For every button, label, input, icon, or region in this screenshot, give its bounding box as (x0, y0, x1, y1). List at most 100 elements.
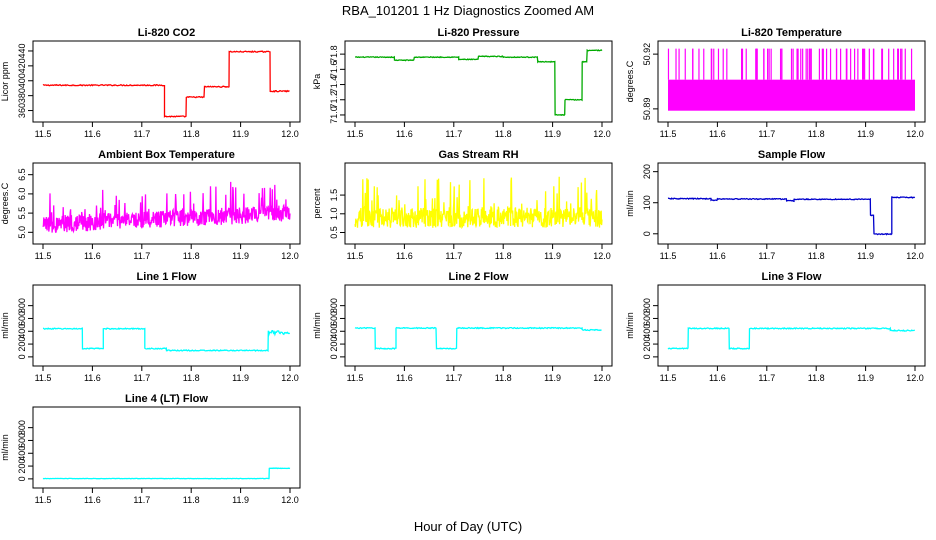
y-tick-label: 600 (329, 311, 339, 326)
y-tick-label: 200 (329, 337, 339, 352)
x-tick-label: 11.6 (84, 129, 101, 139)
y-tick-label: 6.0 (17, 188, 27, 201)
x-tick-label: 11.6 (396, 373, 413, 383)
x-tick-label: 12.0 (281, 495, 299, 505)
series-line (42, 467, 291, 480)
x-tick-label: 11.8 (183, 495, 200, 505)
x-tick-label: 11.7 (445, 373, 462, 383)
y-axis-label: ml/min (625, 190, 635, 217)
y-tick-label: 71.2 (329, 91, 339, 109)
y-tick-label: 1.5 (329, 189, 339, 202)
x-tick-label: 11.9 (232, 129, 249, 139)
y-tick-label: 50.92 (642, 43, 652, 66)
panel-4: Ambient Box Temperature degrees.C 11.5 11.6… (0, 149, 301, 261)
x-tick-label: 11.7 (445, 129, 462, 139)
y-tick-label: 200 (642, 164, 652, 179)
y-tick-label: 71.6 (329, 61, 339, 79)
series-line (42, 181, 291, 234)
panel-title: Li-820 Temperature (741, 27, 842, 39)
y-tick-label: 6.5 (17, 168, 27, 181)
x-tick-label: 12.0 (593, 129, 611, 139)
x-tick-label: 11.6 (709, 373, 726, 383)
x-tick-label: 12.0 (906, 129, 924, 139)
x-tick-label: 11.9 (544, 129, 561, 139)
x-tick-label: 11.9 (232, 373, 249, 383)
panel-title: Line 2 Flow (449, 271, 509, 283)
y-tick-label: 200 (642, 337, 652, 352)
panel-6: Sample Flow ml/min 11.5 11.6 11.7 11.8 11.9 12.… (625, 149, 926, 261)
y-tick-label: 400 (642, 324, 652, 339)
panel-frame (657, 162, 926, 245)
y-tick-label: 380 (17, 88, 27, 103)
panel-3: Li-820 Temperature degrees.C 11.5 11.6 11.7 1… (625, 27, 926, 139)
panel-title: Li-820 Pressure (438, 27, 520, 39)
y-tick-label: 600 (642, 311, 652, 326)
x-tick-label: 11.5 (35, 495, 52, 505)
x-tick-label: 11.7 (445, 251, 462, 261)
series-line (354, 326, 602, 351)
y-tick-label: 100 (642, 195, 652, 210)
x-tick-label: 11.9 (232, 495, 249, 505)
y-tick-label: 440 (17, 43, 27, 58)
x-tick-label: 12.0 (281, 129, 299, 139)
y-tick-label: 400 (329, 324, 339, 339)
x-tick-label: 11.8 (495, 251, 512, 261)
x-tick-label: 11.8 (808, 373, 825, 383)
y-tick-label: 0 (329, 354, 339, 359)
panel-frame (32, 284, 301, 367)
x-tick-label: 11.6 (84, 495, 101, 505)
y-tick-label: 600 (17, 311, 27, 326)
x-tick-label: 12.0 (281, 251, 299, 261)
x-axis-label: Hour of Day (UTC) (414, 519, 522, 534)
y-tick-label: 400 (17, 324, 27, 339)
y-axis-label: kPa (312, 74, 322, 90)
y-tick-label: 200 (17, 459, 27, 474)
y-tick-label: 0 (17, 476, 27, 481)
panel-frame (344, 40, 613, 123)
y-axis-label: ml/min (312, 312, 322, 339)
x-tick-label: 11.9 (857, 129, 874, 139)
y-tick-label: 5.5 (17, 207, 27, 220)
panel-5: Gas Stream RH percent 11.5 11.6 11.7 11.8 11.9… (312, 149, 613, 261)
x-tick-label: 11.7 (758, 373, 775, 383)
x-tick-label: 11.9 (857, 251, 874, 261)
panel-title: Line 3 Flow (762, 271, 822, 283)
panel-title: Ambient Box Temperature (98, 149, 235, 161)
y-tick-label: 600 (17, 433, 27, 448)
panel-2: Li-820 Pressure kPa 11.5 11.6 11.7 11.8 11.9 12… (312, 27, 613, 139)
panel-frame (657, 284, 926, 367)
x-tick-label: 11.6 (84, 373, 101, 383)
panel-frame (344, 284, 613, 367)
y-tick-label: 400 (17, 446, 27, 461)
x-tick-label: 11.8 (183, 251, 200, 261)
series-line (667, 196, 916, 236)
series-line (667, 326, 916, 350)
x-tick-label: 11.5 (347, 373, 364, 383)
y-tick-label: 800 (17, 298, 27, 313)
y-axis-label: Licor ppm (0, 62, 10, 102)
x-tick-label: 12.0 (281, 373, 299, 383)
x-tick-label: 12.0 (906, 373, 924, 383)
x-tick-label: 11.8 (808, 251, 825, 261)
y-axis-label: degrees.C (625, 60, 635, 102)
panel-9: Line 3 Flow ml/min 11.5 11.6 11.7 11.8 11.9 12.… (625, 271, 926, 383)
panel-frame (32, 40, 301, 123)
x-tick-label: 11.6 (84, 251, 101, 261)
y-tick-label: 0 (17, 354, 27, 359)
x-tick-label: 11.7 (133, 373, 150, 383)
x-tick-label: 11.6 (396, 251, 413, 261)
series-line (42, 327, 291, 353)
panel-title: Li-820 CO2 (138, 27, 195, 39)
x-tick-label: 11.5 (347, 251, 364, 261)
x-tick-label: 11.8 (495, 373, 512, 383)
y-tick-label: 200 (17, 337, 27, 352)
panel-frame (32, 406, 301, 489)
y-tick-label: 71.8 (329, 45, 339, 63)
y-axis-label: ml/min (0, 434, 10, 461)
x-tick-label: 11.5 (35, 129, 52, 139)
x-tick-label: 12.0 (593, 373, 611, 383)
x-tick-label: 11.8 (808, 129, 825, 139)
x-tick-label: 11.9 (544, 251, 561, 261)
y-tick-label: 360 (17, 103, 27, 118)
